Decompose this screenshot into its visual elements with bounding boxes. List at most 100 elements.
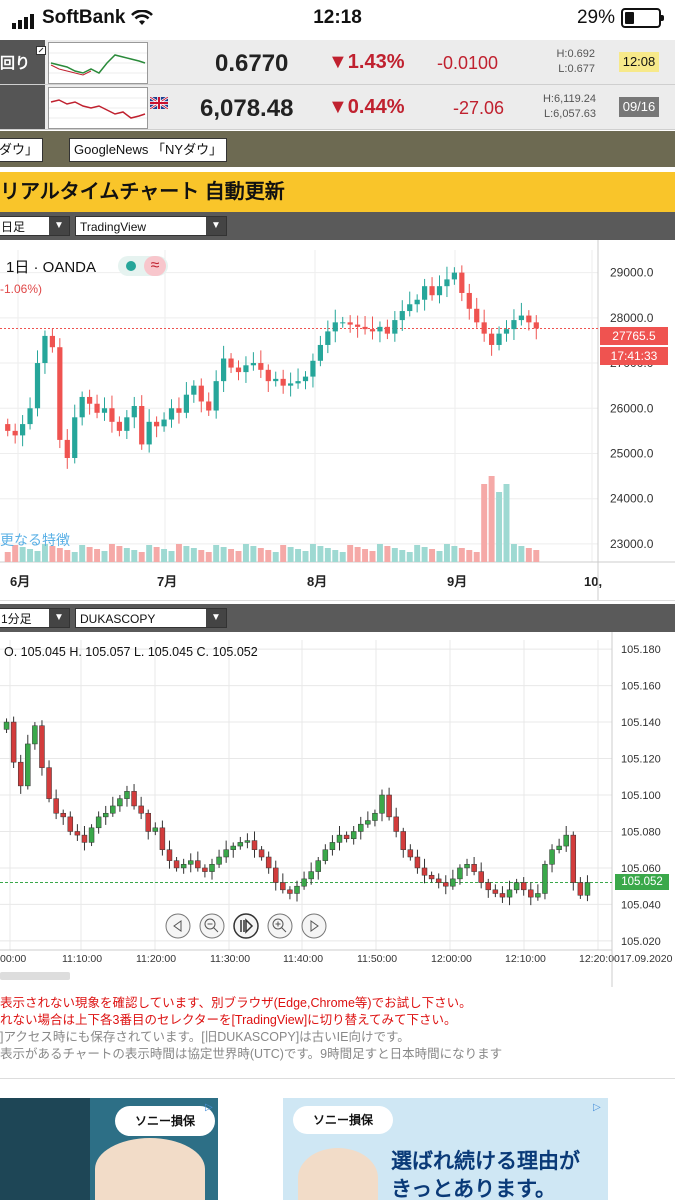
volume-bar xyxy=(56,548,63,562)
candle-body xyxy=(273,867,279,883)
candle-body xyxy=(173,860,180,869)
candle-body xyxy=(265,369,271,382)
volume-bar xyxy=(309,544,316,562)
news-link[interactable]: ダウ」 xyxy=(0,138,44,162)
candle-body xyxy=(168,408,175,420)
candle-body xyxy=(429,286,435,296)
volume-bar xyxy=(213,545,220,562)
quote-change: -27.06 xyxy=(453,98,505,118)
last-price-label: 27765.5 xyxy=(600,327,668,345)
tradingview-chart[interactable]: 29000.028000.027000.026000.025000.024000… xyxy=(0,240,675,601)
zoom-out-icon[interactable] xyxy=(198,912,226,940)
candle-body xyxy=(251,840,258,850)
x-tick-label: 00:00 xyxy=(0,953,26,965)
quote-row[interactable]: 6,078.48 ▼0.44% -27.06 H:6,119.24 L:6,05… xyxy=(0,85,675,130)
candle-body xyxy=(198,385,204,402)
y-tick-label: 105.040 xyxy=(621,899,661,911)
ad-brand: ソニー損保 xyxy=(293,1106,393,1134)
volume-bar xyxy=(421,547,428,562)
x-tick-label: 6月 xyxy=(10,574,30,589)
volume-bar xyxy=(525,548,532,562)
external-link-icon[interactable] xyxy=(36,46,46,55)
candle-body xyxy=(46,767,52,799)
volume-bar xyxy=(34,551,41,562)
candle-body xyxy=(116,421,122,431)
next-icon[interactable] xyxy=(300,912,328,940)
candle-body xyxy=(444,279,450,287)
chart-navigation xyxy=(164,912,334,940)
candle-body xyxy=(34,363,41,409)
candle-body xyxy=(489,333,495,345)
signal-icon xyxy=(12,7,36,29)
candle-body xyxy=(526,315,532,323)
volume-bar xyxy=(391,548,398,562)
provider-select[interactable]: DUKASCOPY ▼ xyxy=(75,608,227,628)
more-features-link[interactable]: 更なる特徴 xyxy=(0,532,70,548)
chart2-selector-bar: 1分足 ▼ DUKASCOPY ▼ xyxy=(0,604,675,632)
candle-body xyxy=(358,823,364,832)
candle-body xyxy=(481,322,487,334)
candle-body xyxy=(369,329,376,332)
ad-headline: きっとあります。 xyxy=(391,1178,557,1200)
candle-body xyxy=(221,358,227,382)
ad-person-image xyxy=(298,1148,378,1200)
candle-body xyxy=(315,860,321,872)
candle-body xyxy=(188,860,194,865)
candle-body xyxy=(5,424,11,431)
y-tick-label: 24000.0 xyxy=(610,492,654,506)
candle-body xyxy=(109,408,115,422)
timeframe-value: 日足 xyxy=(1,220,26,234)
candle-body xyxy=(183,394,189,413)
volume-bar xyxy=(49,546,56,562)
horizontal-scrollbar[interactable] xyxy=(0,972,70,980)
wave-icon: ≈ xyxy=(144,256,166,276)
dukascopy-chart[interactable]: 105.180 105.160 105.140 105.120 105.100 105.0… xyxy=(0,632,675,987)
candle-body xyxy=(496,333,502,345)
quote-row[interactable]: 回り 0.6770 ▼1.43% -0.0100 H:0.692 L:0.677… xyxy=(0,40,675,85)
indicator-toggle[interactable]: ≈ xyxy=(118,256,168,276)
candle-body xyxy=(435,878,442,883)
candle-body xyxy=(485,882,492,891)
notice-line: 表示されない現象を確認しています、別ブラウザ(Edge,Chrome等)でお試し… xyxy=(0,996,472,1010)
timeframe-select[interactable]: 1分足 ▼ xyxy=(0,608,70,628)
volume-bar xyxy=(250,546,257,562)
candle-body xyxy=(237,842,244,847)
x-tick-label: 12:20:0017.09.2020 xyxy=(579,953,673,965)
battery-icon xyxy=(621,8,664,28)
x-tick-label: 11:50:00 xyxy=(357,953,397,965)
candle-body xyxy=(506,889,513,898)
candle-body xyxy=(101,408,108,413)
notice-line: ]アクセス時にも保存されています。[旧DUKASCOPY]は古いIE向けです。 xyxy=(0,1030,410,1044)
ad-banner[interactable]: ソニー損保 ▷ xyxy=(0,1098,218,1200)
ad-choices-icon[interactable]: ▷ xyxy=(205,1102,213,1113)
ad-banner[interactable]: ソニー損保 選ばれ続ける理由が きっとあります。 ▷ xyxy=(283,1098,608,1200)
google-news-link[interactable]: GoogleNews 「NYダウ」 xyxy=(69,138,228,162)
candle-body xyxy=(450,878,456,887)
candle-body xyxy=(273,378,279,382)
candle-body xyxy=(244,840,251,843)
zoom-in-icon[interactable] xyxy=(266,912,294,940)
carrier-label: SoftBank xyxy=(42,7,126,28)
candle-body xyxy=(74,831,81,836)
candle-body xyxy=(340,322,346,324)
provider-select[interactable]: TradingView ▼ xyxy=(75,216,227,236)
pause-icon[interactable] xyxy=(232,912,260,940)
prev-icon[interactable] xyxy=(164,912,192,940)
quote-time: 12:08 xyxy=(619,52,659,72)
ad-choices-icon[interactable]: ▷ xyxy=(593,1102,601,1113)
notice-line: 表示があるチャートの表示時間は協定世界時(UTC)です。9時間足すと日本時間にな… xyxy=(0,1047,503,1061)
candle-body xyxy=(295,381,301,384)
volume-bar xyxy=(168,551,175,562)
quote-high: H:6,119.24 xyxy=(542,93,596,105)
candle-body xyxy=(308,871,314,880)
clock: 12:18 xyxy=(313,7,362,28)
volume-bar xyxy=(19,547,26,562)
candle-body xyxy=(492,889,499,894)
candle-body xyxy=(124,791,130,799)
candle-body xyxy=(67,816,74,832)
candle-body xyxy=(518,315,524,321)
candle-body xyxy=(88,827,95,843)
volume-bar xyxy=(533,550,540,562)
timeframe-select[interactable]: 日足 ▼ xyxy=(0,216,70,236)
candle-body xyxy=(511,320,517,330)
